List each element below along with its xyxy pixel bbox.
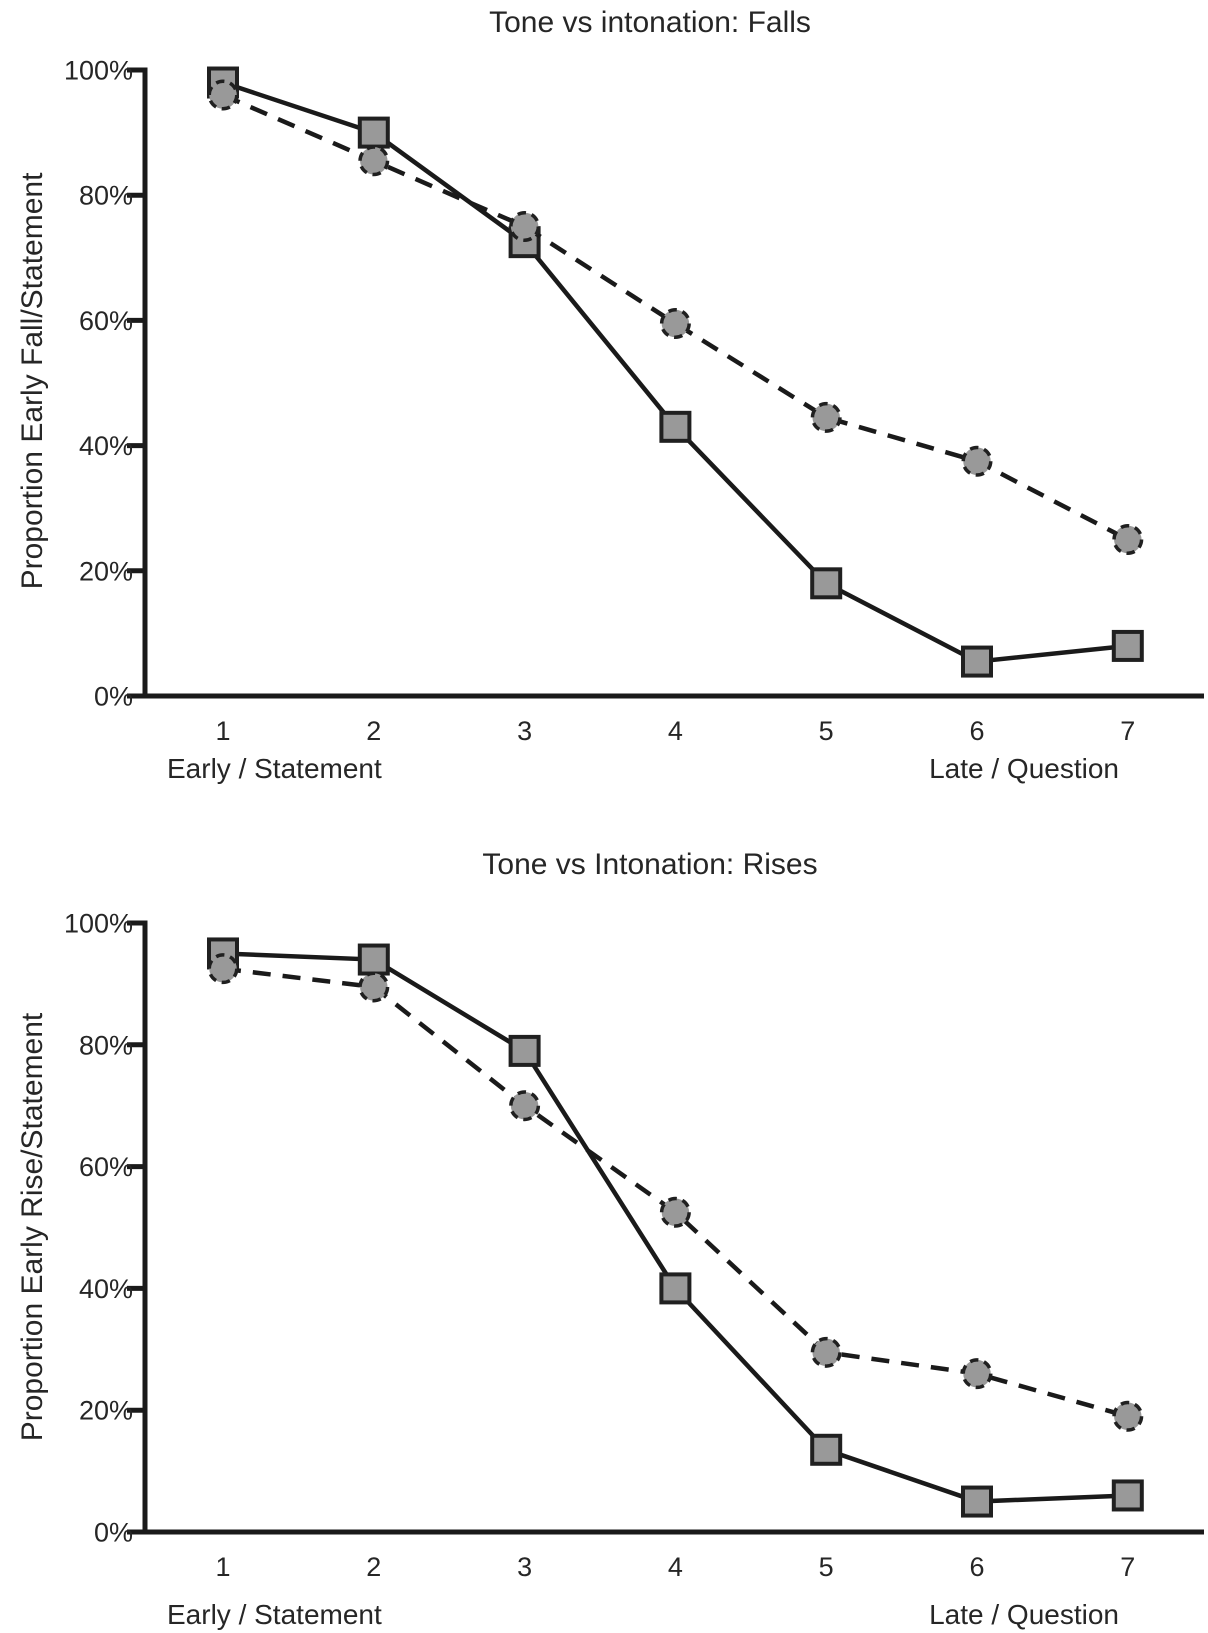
chart-rises-y-axis-label: Proportion Early Rise/Statement [16, 1012, 49, 1442]
x-tick-label: 5 [819, 1552, 834, 1582]
marker-square [357, 943, 390, 976]
marker-square [659, 1272, 692, 1305]
marker-circle [207, 79, 239, 111]
y-tick-label: 80% [79, 1030, 133, 1060]
marker-circle [961, 1358, 993, 1390]
marker-circle [509, 1090, 541, 1122]
marker-circle [810, 401, 842, 433]
y-tick-label: 40% [79, 431, 133, 461]
y-tick-label: 0% [94, 682, 133, 712]
x-tick-label: 1 [215, 716, 230, 746]
x-tick-label: 7 [1120, 1552, 1135, 1582]
chart-falls-y-axis-label: Proportion Early Fall/Statement [16, 172, 49, 590]
x-tick-label: 2 [366, 716, 381, 746]
marker-circle [659, 308, 691, 340]
x-tick-label: 4 [668, 716, 683, 746]
chart-falls-title: Tone vs intonation: Falls [489, 6, 811, 39]
marker-square [961, 1485, 993, 1518]
y-tick-label: 60% [79, 306, 133, 336]
y-tick-label: 40% [79, 1274, 133, 1304]
marker-circle [207, 953, 239, 985]
chart-rises-x-axis-caption-row: Early / Statement Late / Question [145, 1599, 1145, 1631]
marker-circle [358, 145, 390, 177]
marker-square [508, 1034, 541, 1067]
series-line-solid [222, 80, 1129, 664]
marker-circle [810, 1336, 842, 1368]
chart-falls-x-axis-caption-row: Early / Statement Late / Question [145, 753, 1145, 785]
marker-square [357, 116, 390, 149]
x-axis-right-label: Late / Question [929, 753, 1119, 784]
marker-circle [659, 1196, 691, 1228]
x-axis-right-label: Late / Question [929, 1599, 1119, 1630]
marker-circle [961, 445, 993, 477]
marker-square [810, 567, 843, 600]
y-tick-label: 80% [79, 181, 133, 211]
y-tick-label: 20% [79, 1396, 133, 1426]
marker-circle [509, 211, 541, 242]
x-tick-label: 6 [969, 716, 984, 746]
x-tick-label: 3 [517, 1552, 532, 1582]
y-tick-label: 20% [79, 556, 133, 586]
y-tick-label: 100% [64, 909, 133, 939]
y-tick-label: 100% [64, 56, 133, 86]
marker-square [810, 1433, 843, 1466]
x-tick-label: 7 [1120, 716, 1135, 746]
chart-rises-title: Tone vs Intonation: Rises [482, 848, 818, 881]
x-axis-left-label: Early / Statement [167, 753, 382, 784]
chart-rises-plot: 0% 20% 40% 60% 80% 100% 1 2 3 4 5 6 7 [64, 909, 1204, 1582]
series-line-dashed [222, 966, 1129, 1419]
x-tick-label: 3 [517, 716, 532, 746]
x-axis-left-label: Early / Statement [167, 1599, 382, 1630]
x-tick-label: 4 [668, 1552, 683, 1582]
y-tick-label: 0% [94, 1518, 133, 1548]
x-tick-label: 1 [215, 1552, 230, 1582]
x-tick-label: 5 [819, 716, 834, 746]
marker-circle [1112, 1400, 1144, 1432]
marker-circle [1112, 524, 1144, 555]
x-tick-label: 2 [366, 1552, 381, 1582]
chart-falls-plot: 0% 20% 40% 60% 80% 100% 1 2 3 4 5 6 7 [64, 56, 1204, 746]
marker-square [659, 410, 692, 443]
marker-circle [358, 971, 390, 1003]
marker-square [1111, 1479, 1144, 1512]
y-tick-label: 60% [79, 1152, 133, 1182]
marker-square [961, 645, 993, 678]
marker-square [1111, 629, 1144, 662]
x-tick-label: 6 [969, 1552, 984, 1582]
